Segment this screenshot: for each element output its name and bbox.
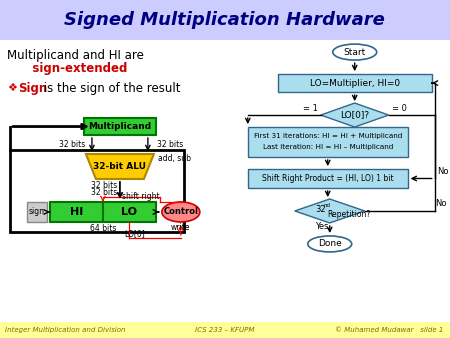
Polygon shape (321, 103, 389, 127)
Bar (10, 150, 184, 232)
Text: sign: sign (29, 208, 45, 216)
Text: Multiplicand and HI are: Multiplicand and HI are (7, 49, 144, 62)
Text: Yes: Yes (315, 222, 328, 232)
Text: nd: nd (324, 203, 331, 209)
Bar (50, 202, 103, 222)
Text: © Muhamed Mudawar   slide 1: © Muhamed Mudawar slide 1 (335, 327, 444, 333)
Text: Done: Done (318, 239, 342, 248)
Text: LO[0]: LO[0] (124, 230, 145, 238)
Text: LO=Multiplier, HI=0: LO=Multiplier, HI=0 (310, 78, 400, 88)
Text: ❖: ❖ (8, 83, 22, 93)
Text: ICS 233 – KFUPM: ICS 233 – KFUPM (195, 327, 255, 333)
Text: Sign: Sign (18, 81, 47, 95)
Text: 32: 32 (316, 206, 326, 215)
Bar (0, 322, 450, 338)
Text: shift right: shift right (122, 192, 160, 201)
Text: Signed Multiplication Hardware: Signed Multiplication Hardware (64, 11, 385, 29)
Bar (27, 202, 47, 222)
Text: LO[0]?: LO[0]? (340, 111, 369, 120)
Text: = 1: = 1 (303, 103, 318, 113)
Text: add, sub: add, sub (158, 153, 191, 163)
Bar (248, 169, 408, 188)
Bar (278, 74, 432, 92)
Text: 32 bits: 32 bits (91, 189, 117, 197)
Bar (103, 202, 156, 222)
Text: 32 bits: 32 bits (59, 140, 85, 148)
Text: Last iteration: HI = HI – Multiplicand: Last iteration: HI = HI – Multiplicand (262, 144, 393, 150)
Text: First 31 iterations: HI = HI + Multiplicand: First 31 iterations: HI = HI + Multiplic… (253, 133, 402, 139)
Text: 64 bits: 64 bits (90, 224, 116, 234)
Text: No: No (435, 199, 446, 209)
Text: sign-extended: sign-extended (20, 62, 127, 75)
Text: is the sign of the result: is the sign of the result (40, 81, 180, 95)
Text: No: No (436, 167, 448, 176)
Text: Multiplicand: Multiplicand (88, 122, 152, 131)
Text: Integer Multiplication and Division: Integer Multiplication and Division (5, 327, 126, 333)
Ellipse shape (333, 44, 377, 60)
Polygon shape (295, 199, 364, 223)
Text: = 0: = 0 (392, 103, 406, 113)
Text: Shift Right Product = (HI, LO) 1 bit: Shift Right Product = (HI, LO) 1 bit (262, 174, 394, 183)
Bar (0, 0, 450, 40)
Bar (84, 118, 156, 135)
Text: HI: HI (70, 207, 83, 217)
Ellipse shape (308, 236, 352, 252)
Polygon shape (86, 154, 154, 179)
Text: Start: Start (344, 48, 366, 56)
Text: 32-bit ALU: 32-bit ALU (94, 162, 146, 171)
Text: 32 bits: 32 bits (91, 182, 117, 191)
Text: LO: LO (122, 207, 137, 217)
Bar (248, 127, 408, 157)
Text: 32 bits: 32 bits (157, 140, 183, 148)
Text: write: write (171, 223, 191, 233)
Text: Control: Control (163, 208, 198, 216)
Ellipse shape (162, 202, 200, 222)
Text: Repetition?: Repetition? (328, 211, 371, 219)
